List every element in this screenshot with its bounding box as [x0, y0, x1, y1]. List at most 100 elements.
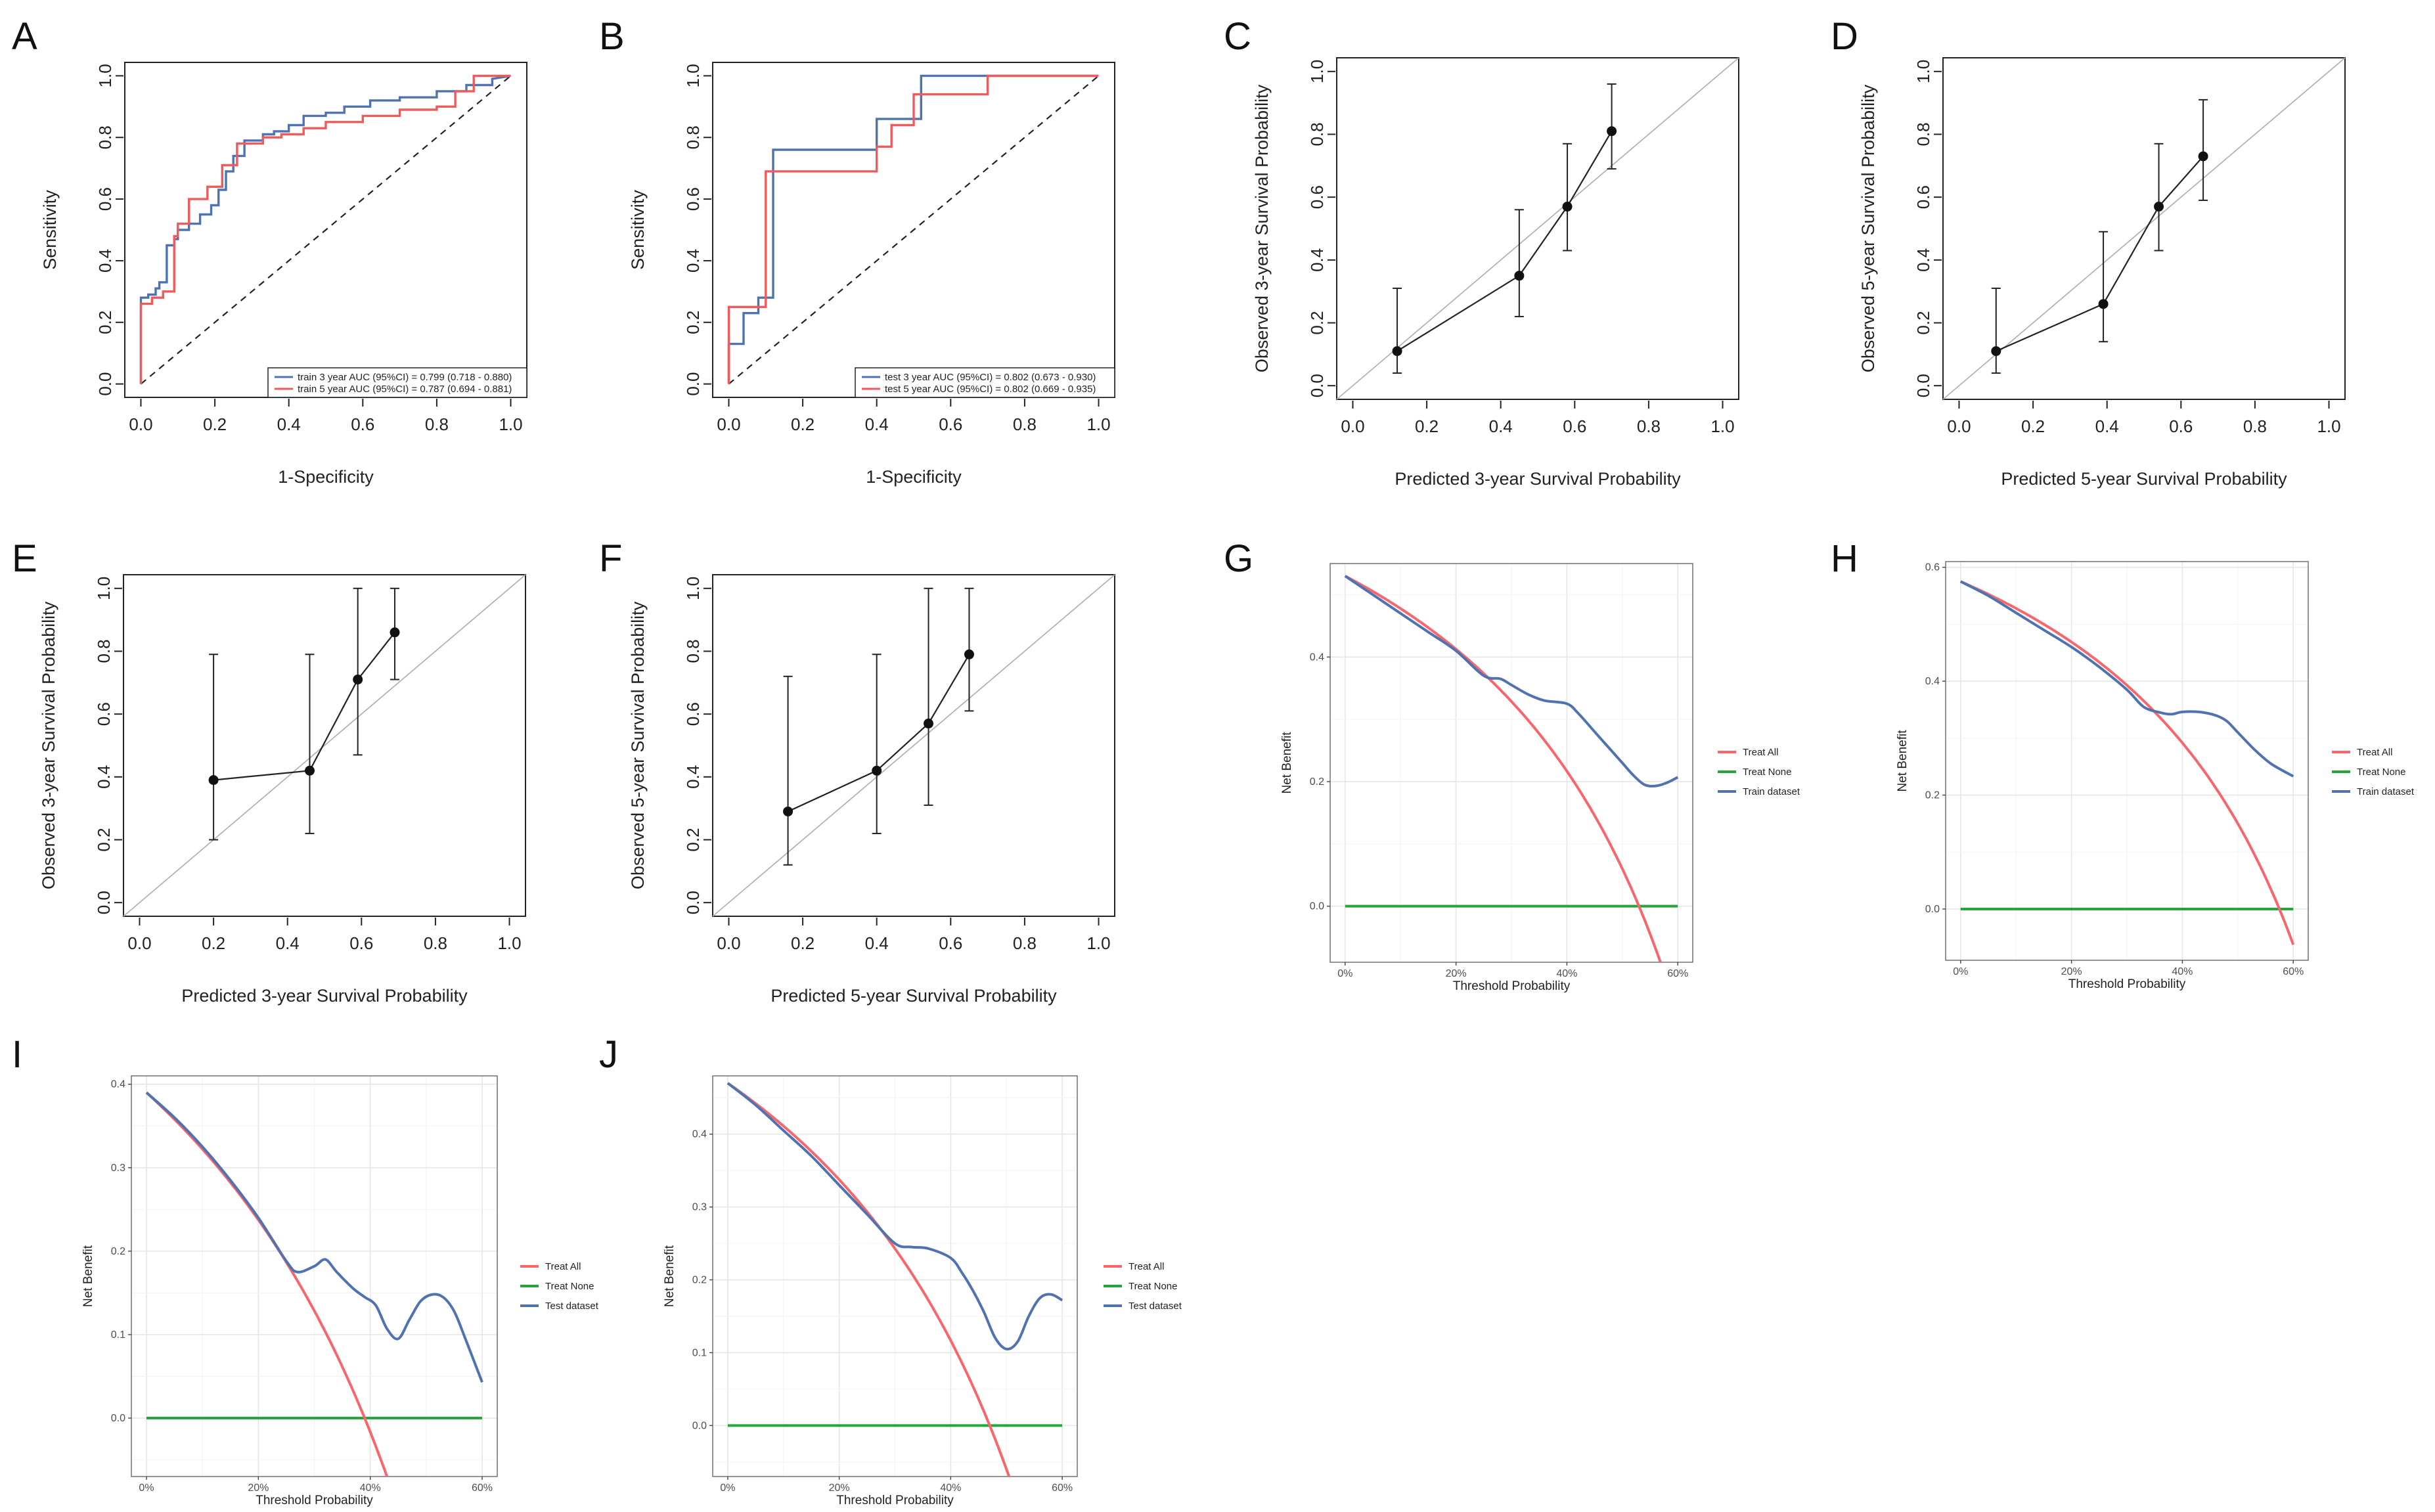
y-tick-label: 0.8	[95, 125, 115, 149]
x-tick-label: 60%	[1667, 968, 1688, 979]
x-axis: 0% 20% 40% 60%	[139, 1477, 493, 1494]
calibration-point	[208, 775, 219, 786]
x-tick-label: 20%	[829, 1482, 850, 1494]
y-tick-label: 0.2	[683, 311, 703, 334]
y-axis-title: Net Benefit	[663, 1245, 677, 1307]
error-bar	[353, 587, 363, 756]
roc-curve-3-year	[139, 74, 511, 384]
legend-treat-all-label: Treat All	[2357, 747, 2392, 758]
panel-e: E 0.0 0.2 0.4 0.6 0.8 1.0 0.0 0.2 0.4 0.6 0.8 1.0 Pre…	[12, 537, 526, 1006]
y-tick-label: 0.8	[1307, 122, 1327, 146]
y-tick-label: 0.0	[1925, 904, 1940, 915]
y-tick-label: 0.4	[692, 1129, 707, 1140]
panel-letter: H	[1831, 537, 1858, 580]
y-tick-label: 0.1	[692, 1347, 707, 1358]
y-tick-label: 0.0	[1310, 901, 1324, 912]
dca-curves	[1959, 580, 2295, 945]
legend: train 3 year AUC (95%CI) = 0.799 (0.718 …	[267, 367, 527, 398]
error-bar	[1393, 287, 1402, 374]
y-tick-label: 0.2	[111, 1246, 125, 1257]
error-bar	[2099, 231, 2109, 343]
x-tick-label: 0.6	[349, 933, 373, 953]
legend-model-label: Train dataset	[2357, 786, 2415, 797]
x-tick-label: 0.4	[277, 414, 301, 434]
y-tick-label: 0.6	[683, 702, 703, 726]
reference-diagonal	[140, 75, 512, 385]
panel-f: F 0.0 0.2 0.4 0.6 0.8 1.0 0.0 0.2 0.4 0.6 0.8 1.0 Pre…	[599, 537, 1115, 1006]
error-bar	[1563, 143, 1573, 252]
plot-frame	[1942, 57, 2346, 400]
error-bar	[305, 654, 315, 834]
x-axis-title: Threshold Probability	[1453, 979, 1571, 993]
y-tick-label: 0.6	[94, 702, 114, 726]
legend: test 3 year AUC (95%CI) = 0.802 (0.673 -…	[855, 367, 1115, 398]
legend-treat-none-label: Treat None	[545, 1281, 594, 1292]
y-tick-label: 0.2	[1925, 790, 1940, 801]
y-tick-label: 0.0	[95, 372, 115, 396]
x-tick-label: 0.2	[202, 933, 225, 953]
y-axis-title: Sensitivity	[40, 190, 60, 270]
calibration-point	[353, 675, 363, 685]
y-tick-label: 0.6	[1307, 185, 1327, 209]
calibration-line	[1996, 156, 2204, 352]
treat-all-curve	[1344, 575, 1662, 962]
treat-all-curve	[726, 1082, 1011, 1477]
y-axis-title: Observed 3-year Survival Probability	[1252, 84, 1272, 372]
x-axis-title: Threshold Probability	[2068, 977, 2186, 991]
x-tick-label: 1.0	[1086, 414, 1110, 434]
model-curve	[1959, 580, 2294, 778]
calibration-point	[1562, 202, 1573, 212]
y-tick-label: 0.1	[111, 1329, 125, 1341]
x-tick-label: 60%	[1052, 1482, 1073, 1494]
y-tick-label: 0.2	[1307, 311, 1327, 334]
y-axis: 0.0 0.2 0.4 0.6	[1925, 562, 1946, 915]
y-tick-label: 0.0	[683, 372, 703, 396]
legend-treat-all-label: Treat All	[545, 1261, 581, 1272]
x-tick-label: 1.0	[497, 933, 521, 953]
y-axis: 0.0 0.2 0.4	[1310, 652, 1330, 912]
legend-treat-none-label: Treat None	[1128, 1281, 1177, 1292]
legend-box	[855, 367, 1115, 398]
y-tick-label: 0.0	[94, 891, 114, 914]
x-axis-title: 1-Specificity	[866, 467, 962, 487]
y-tick-label: 0.4	[111, 1079, 125, 1090]
y-tick-label: 0.2	[1913, 311, 1933, 334]
x-axis: 0% 20% 40% 60%	[720, 1477, 1073, 1494]
dca-curves	[726, 1082, 1063, 1477]
y-axis-title: Net Benefit	[1280, 732, 1294, 794]
y-axis: 0.0 0.2 0.4 0.6 0.8 1.0	[95, 64, 123, 396]
plot-frame	[712, 574, 1115, 917]
y-tick-label: 0.4	[1913, 248, 1933, 272]
x-tick-label: 0.8	[1013, 933, 1037, 953]
calibration-point	[872, 765, 882, 776]
dca-curves	[145, 1091, 483, 1477]
x-tick-label: 0.6	[351, 414, 374, 434]
x-tick-label: 0.0	[717, 933, 740, 953]
x-tick-label: 0.4	[276, 933, 300, 953]
calibration-line	[213, 632, 395, 781]
y-tick-label: 0.8	[683, 639, 703, 663]
x-axis-title: 1-Specificity	[278, 467, 374, 487]
x-tick-label: 0.0	[1341, 416, 1364, 436]
y-tick-label: 0.6	[683, 187, 703, 211]
roc-curve-5-year	[727, 74, 1099, 384]
error-bar	[2199, 99, 2208, 201]
panel-i: I 0% 20% 40% 60% 0.0 0.1 0.2 0.3 0.4 Threshold Pro…	[12, 1033, 599, 1507]
error-bar	[2154, 143, 2164, 252]
y-tick-label: 0.2	[683, 828, 703, 851]
y-tick-label: 0.0	[111, 1413, 125, 1424]
panel-h: H 0% 20% 40% 60% 0.0 0.2 0.4 0.6 Threshold Probab…	[1831, 537, 2415, 991]
legend: Treat All Treat None Train dataset	[1718, 747, 1800, 797]
y-tick-label: 0.2	[95, 311, 115, 334]
panel-a: A 0.0 0.2 0.4 0.6 0.8 1.0 0.0 0.2 0.4 0.6 0.8 1.0 1-S…	[12, 15, 527, 487]
legend-label: test 3 year AUC (95%CI) = 0.802 (0.673 -…	[885, 372, 1096, 383]
calibration-line	[1396, 131, 1613, 352]
error-bar	[872, 654, 882, 834]
legend-label: train 5 year AUC (95%CI) = 0.787 (0.694 …	[298, 384, 512, 395]
panel-letter: B	[599, 15, 625, 58]
x-axis: 0.0 0.2 0.4 0.6 0.8 1.0	[717, 918, 1111, 953]
legend-treat-all-label: Treat All	[1128, 1261, 1164, 1272]
y-tick-label: 0.6	[1913, 185, 1933, 209]
x-tick-label: 0.0	[129, 414, 152, 434]
x-axis: 0.0 0.2 0.4 0.6 0.8 1.0	[127, 918, 522, 953]
